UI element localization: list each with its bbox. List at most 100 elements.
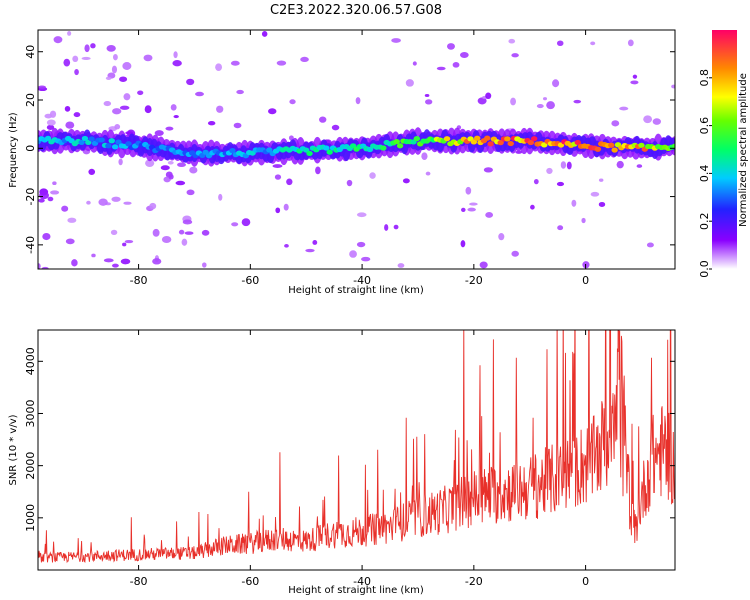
noise-speckle: [216, 105, 224, 113]
noise-speckle: [643, 115, 653, 124]
x-tick-label: -20: [465, 575, 483, 588]
x-tick-label: 0: [582, 575, 589, 588]
noise-speckle: [215, 63, 223, 71]
noise-speckle: [556, 181, 565, 187]
noise-speckle: [98, 198, 108, 206]
noise-speckle: [616, 160, 624, 169]
noise-speckle: [391, 38, 401, 43]
noise-speckle: [536, 104, 544, 109]
noise-speckle: [542, 97, 548, 101]
noise-speckle: [182, 219, 193, 225]
noise-speckle: [421, 152, 428, 161]
noise-speckle: [152, 258, 162, 265]
noise-speckle: [72, 55, 79, 63]
spectrogram-frame: [37, 29, 676, 270]
noise-speckle: [119, 105, 130, 110]
y-tick-label: 2000: [24, 452, 37, 480]
ridge-cell: [306, 150, 313, 157]
spectrogram-x-axis-label: Height of straight line (km): [288, 285, 424, 296]
noise-speckle: [627, 39, 634, 47]
noise-speckle: [175, 180, 186, 186]
noise-speckle: [405, 79, 414, 87]
noise-speckle: [560, 161, 567, 169]
snr-series-line: [38, 330, 675, 564]
x-tick-label: -40: [353, 575, 371, 588]
noise-speckle: [233, 122, 242, 129]
noise-speckle: [67, 217, 77, 223]
noise-speckle: [123, 93, 131, 101]
ridge-cell: [323, 145, 330, 151]
noise-speckle: [111, 65, 118, 74]
noise-speckle: [530, 204, 535, 210]
noise-speckle: [112, 108, 122, 115]
noise-speckle: [425, 99, 433, 105]
noise-speckle: [369, 172, 376, 179]
noise-speckle: [46, 119, 56, 126]
noise-speckle: [356, 241, 366, 248]
y-tick-label: 1000: [24, 504, 37, 532]
noise-speckle: [173, 115, 179, 119]
ridge-cell: [443, 136, 451, 142]
figure-title: C2E3.2022.320.06.57.G08: [270, 3, 442, 18]
noise-speckle: [67, 30, 72, 36]
noise-speckle: [436, 66, 446, 71]
noise-speckle: [160, 165, 170, 171]
noise-speckle: [38, 263, 41, 269]
noise-speckle: [272, 164, 283, 168]
noise-speckle: [402, 178, 410, 184]
noise-speckle: [38, 85, 46, 89]
noise-speckle: [485, 92, 492, 100]
noise-speckle: [145, 159, 155, 167]
noise-speckle: [105, 76, 112, 80]
colorbar-gradient: [712, 30, 737, 269]
noise-speckle: [300, 56, 309, 63]
noise-speckle: [122, 62, 132, 70]
noise-speckle: [459, 52, 469, 59]
ridge-cell: [527, 139, 535, 146]
noise-speckle: [557, 225, 564, 231]
noise-speckle: [124, 239, 134, 244]
noise-speckle: [412, 61, 417, 66]
spectrogram-x-ticks: -80 -60 -40 -20 0: [130, 30, 589, 287]
noise-speckle: [356, 212, 367, 218]
noise-speckle: [84, 44, 90, 53]
x-tick-label: -60: [241, 575, 259, 588]
y-tick-label: -20: [24, 188, 37, 206]
noise-speckle: [590, 191, 600, 197]
x-tick-label: 0: [582, 274, 589, 287]
noise-speckle: [284, 244, 289, 248]
noise-speckle: [393, 224, 399, 230]
colorbar-ticks: 0.0 0.2 0.4 0.6 0.8: [698, 69, 712, 278]
noise-speckle: [424, 93, 430, 97]
noise-speckle: [465, 186, 472, 195]
noise-speckle: [186, 189, 195, 196]
ridge-cell: [81, 135, 89, 142]
noise-speckle: [511, 250, 519, 257]
noise-speckle: [230, 60, 240, 66]
y-tick-label: 3000: [24, 399, 37, 427]
noise-speckle: [144, 105, 152, 114]
noise-speckle: [598, 178, 604, 182]
ridge-cell: [396, 143, 404, 149]
ridge-cell: [497, 140, 504, 146]
ridge-cell: [125, 141, 132, 147]
ridge-cell: [611, 147, 618, 153]
noise-speckle: [275, 207, 281, 214]
noise-speckle: [355, 97, 361, 105]
noise-speckle: [349, 250, 357, 258]
noise-speckle: [61, 205, 69, 212]
ridge-cell: [530, 136, 538, 142]
ridge-cell: [393, 138, 400, 145]
snr-x-ticks: -80 -60 -40 -20 0: [130, 330, 589, 588]
noise-speckle: [312, 239, 318, 245]
noise-speckle: [590, 41, 596, 46]
noise-speckle: [619, 106, 629, 111]
spectrogram-y-axis-label: Frequency (Hz): [8, 112, 19, 188]
noise-speckle: [90, 43, 96, 49]
ridge-cell: [111, 144, 119, 150]
noise-speckle: [168, 174, 174, 180]
x-tick-label: -20: [465, 274, 483, 287]
noise-speckle: [65, 121, 75, 129]
noise-speckle: [581, 217, 586, 224]
ridge-cell: [473, 135, 481, 141]
